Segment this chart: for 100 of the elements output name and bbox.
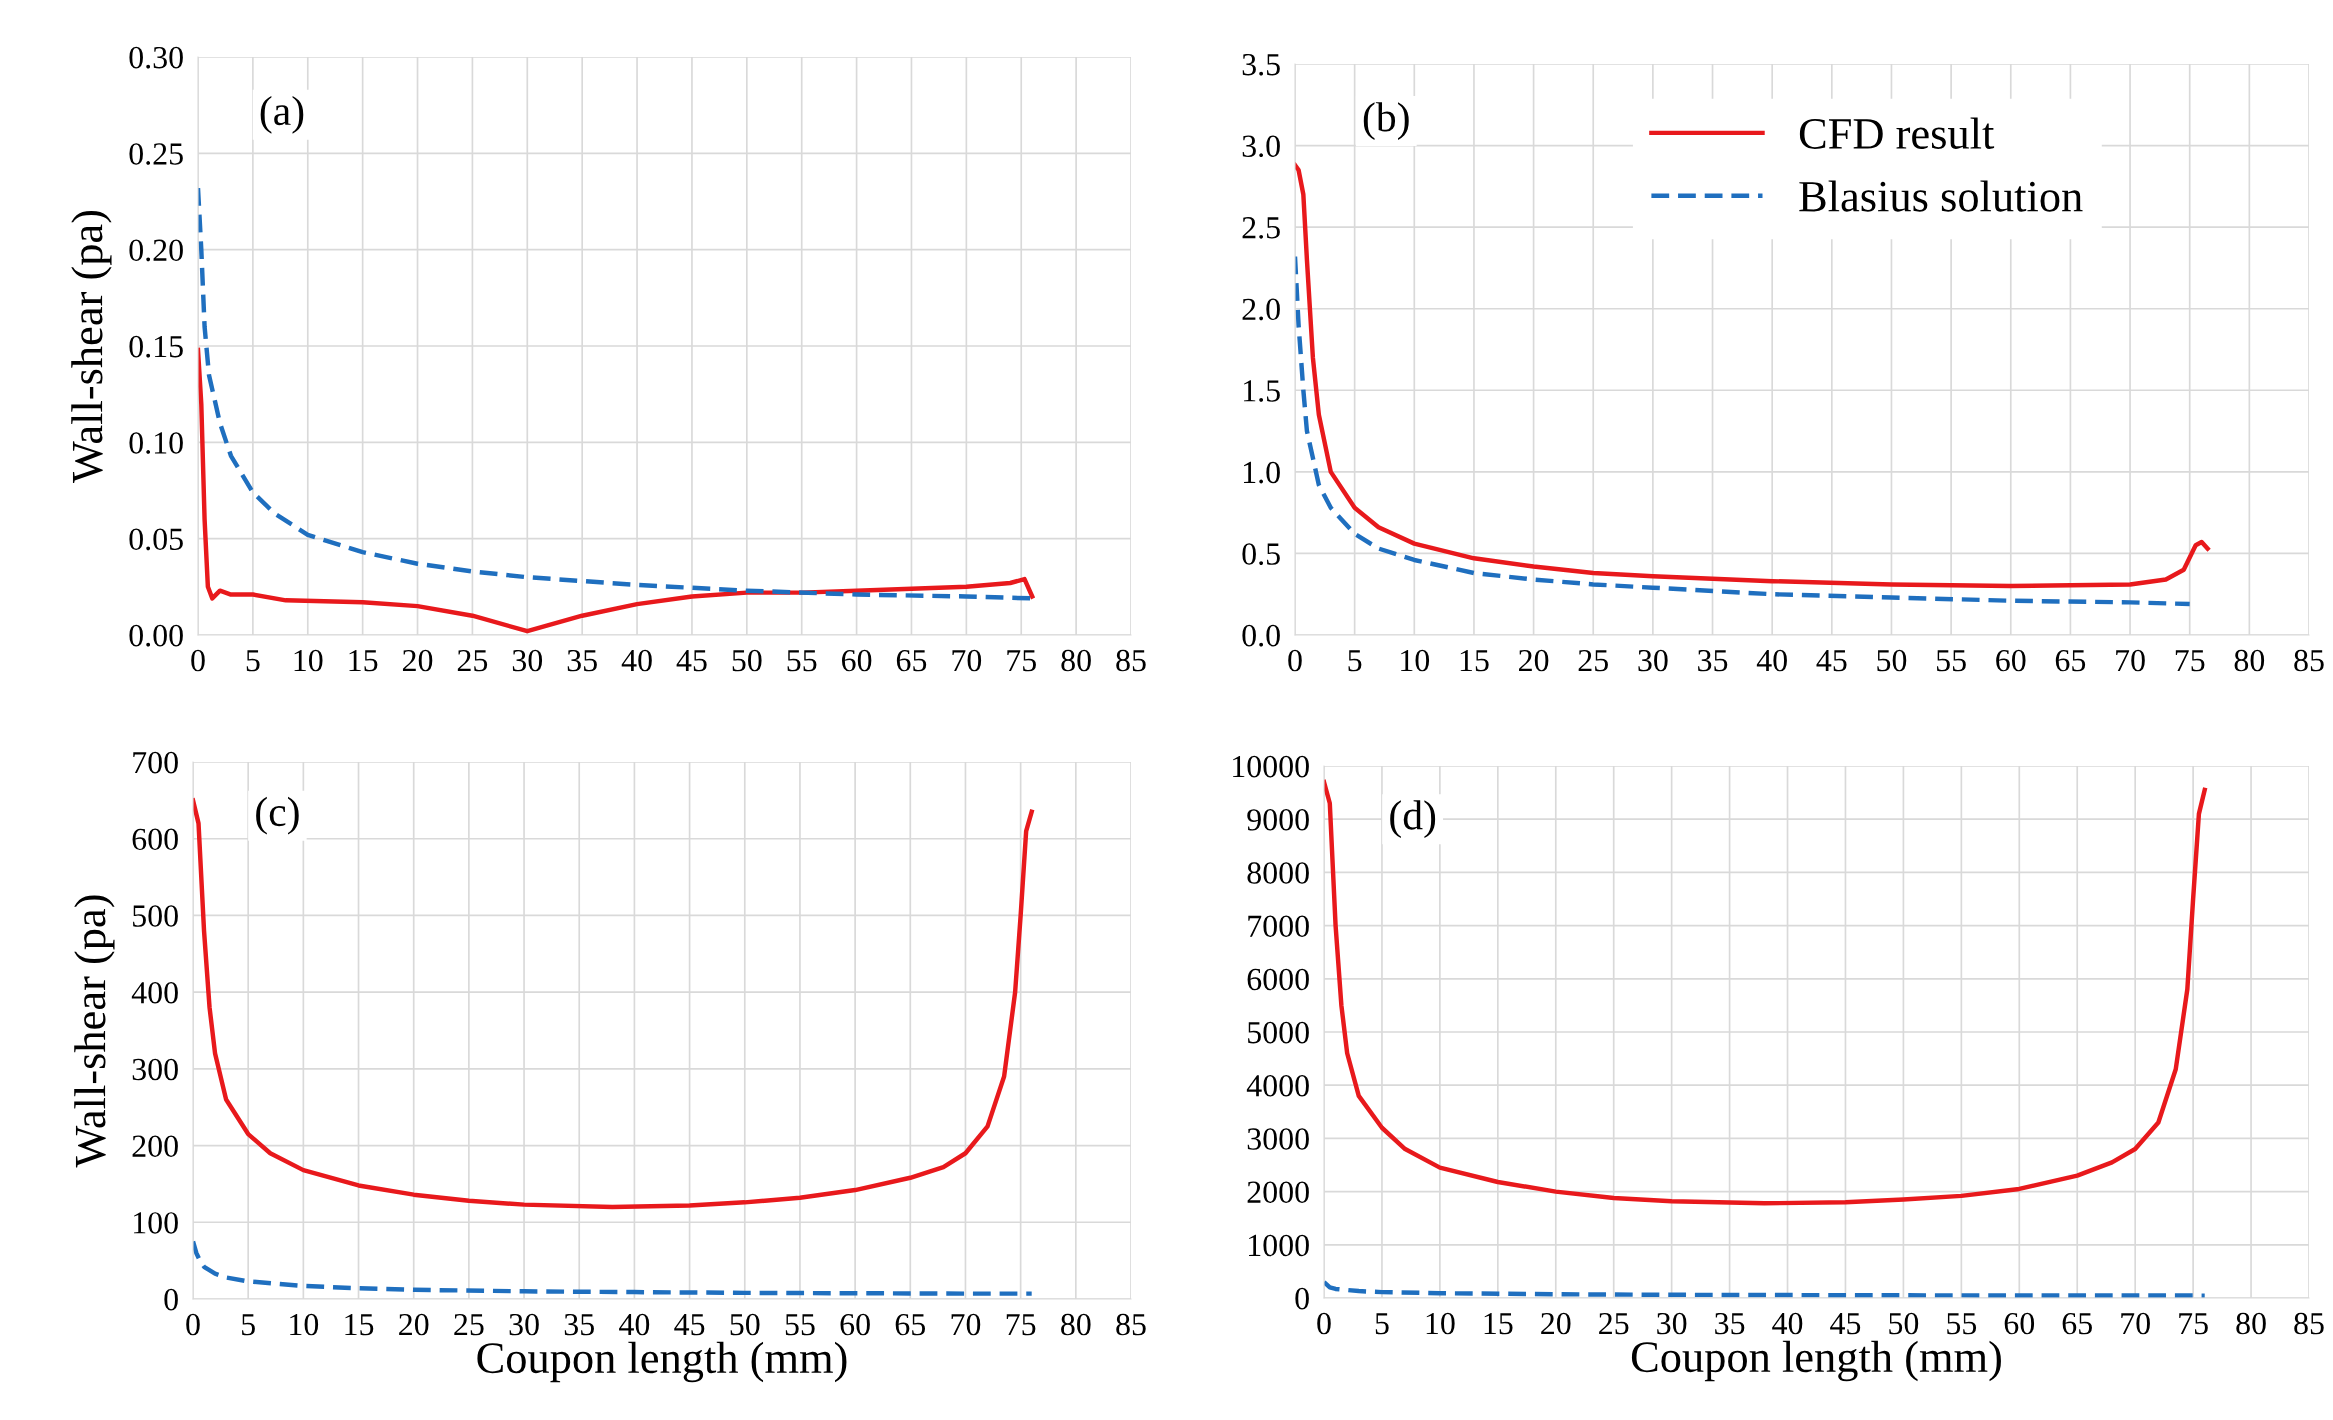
x-tick-label: 40 xyxy=(621,649,652,672)
x-tick-label: 45 xyxy=(676,650,707,672)
y-axis-title: Wall-shear (pa) xyxy=(71,210,112,483)
x-tick-label: 70 xyxy=(2116,649,2145,672)
x-tick-label: 25 xyxy=(457,649,488,672)
y-tick-label: 2.0 xyxy=(1242,298,1280,321)
y-tick-label: 9000 xyxy=(1247,809,1309,831)
annotation: (a) xyxy=(260,95,304,134)
x-tick-label: 85 xyxy=(1116,649,1146,672)
y-tick-label: 6000 xyxy=(1247,968,1309,991)
x-tick-label: 15 xyxy=(1484,1312,1513,1335)
y-tick-label: 0.30 xyxy=(129,46,183,69)
y-tick-label: 3.5 xyxy=(1242,53,1280,76)
x-tick-label: 45 xyxy=(1816,650,1847,672)
line-series xyxy=(1295,162,2210,589)
x-tick-label: 0 xyxy=(186,1313,200,1336)
x-tick-label: 45 xyxy=(674,1314,705,1336)
y-tick-label: 7000 xyxy=(1248,915,1309,937)
y-tick-label: 0.15 xyxy=(129,335,183,358)
x-tick-label: 55 xyxy=(1947,1313,1977,1335)
y-tick-label: 600 xyxy=(132,828,178,851)
x-tick-label: 60 xyxy=(840,1313,870,1336)
annotation: (b) xyxy=(1363,102,1409,140)
y-tick-label: 0.10 xyxy=(129,432,183,454)
x-tick-label: 10 xyxy=(290,1313,319,1336)
x-tick-label: 35 xyxy=(564,1313,594,1336)
line-series xyxy=(193,1239,1034,1296)
y-tick-label: 300 xyxy=(132,1058,178,1081)
x-tick-label: 0 xyxy=(191,649,205,672)
y-tick-label: 1.5 xyxy=(1243,380,1280,402)
y-tick-label: 10000 xyxy=(1233,755,1309,778)
line-series xyxy=(193,798,1034,1210)
x-tick-label: 45 xyxy=(1830,1313,1861,1335)
y-tick-label: 1000 xyxy=(1249,1234,1309,1257)
y-tick-label: 200 xyxy=(132,1135,178,1157)
x-tick-label: 30 xyxy=(512,649,543,672)
annotation: (c) xyxy=(256,796,299,835)
x-tick-label: 70 xyxy=(951,1313,981,1336)
x-tick-label: 50 xyxy=(732,649,762,672)
x-tick-label: 50 xyxy=(1877,649,1907,672)
x-tick-label: 20 xyxy=(399,1313,429,1336)
y-tick-label: 0.20 xyxy=(129,239,183,262)
x-tick-label: 15 xyxy=(1460,649,1489,672)
x-tick-label: 80 xyxy=(1061,1313,1091,1336)
x-tick-label: 5 xyxy=(246,650,260,672)
x-tick-label: 30 xyxy=(509,1313,539,1336)
y-tick-label: 400 xyxy=(131,981,178,1004)
y-tick-label: 100 xyxy=(134,1212,178,1234)
y-tick-label: 3.0 xyxy=(1242,135,1280,158)
x-tick-label: 85 xyxy=(2294,1312,2324,1335)
y-tick-label: 3000 xyxy=(1247,1128,1309,1150)
x-tick-label: 50 xyxy=(1889,1312,1919,1335)
line-series xyxy=(198,347,1035,634)
y-tick-label: 700 xyxy=(133,751,178,774)
x-tick-label: 60 xyxy=(1996,649,2026,672)
y-tick-label: 500 xyxy=(133,905,178,927)
x-tick-label: 85 xyxy=(1116,1313,1146,1336)
x-tick-label: 40 xyxy=(1772,1312,1803,1335)
x-tick-label: 75 xyxy=(1007,650,1036,672)
y-axis-title: Wall-shear (pa) xyxy=(74,895,115,1168)
x-tick-label: 80 xyxy=(2236,1312,2266,1335)
x-tick-label: 75 xyxy=(2175,650,2205,672)
x-tick-label: 10 xyxy=(1426,1312,1455,1335)
x-tick-label: 65 xyxy=(2055,649,2086,672)
x-tick-label: 60 xyxy=(841,649,872,672)
x-tick-label: 15 xyxy=(345,1313,374,1336)
annotation: (d) xyxy=(1390,800,1436,839)
x-tick-label: 75 xyxy=(2179,1313,2208,1335)
x-tick-label: 5 xyxy=(1375,1313,1389,1335)
line-series xyxy=(1295,254,2192,607)
x-tick-label: 30 xyxy=(1638,649,1668,672)
x-tick-label: 25 xyxy=(1578,649,1608,672)
y-tick-label: 0.00 xyxy=(129,624,183,647)
y-tick-label: 0 xyxy=(164,1288,178,1311)
y-tick-label: 8000 xyxy=(1247,862,1309,884)
line-series xyxy=(1324,779,2207,1206)
y-tick-label: 0.05 xyxy=(129,528,183,551)
y-tick-label: 0.25 xyxy=(129,143,183,165)
x-tick-label: 10 xyxy=(294,649,323,672)
x-tick-label: 55 xyxy=(787,650,817,672)
x-tick-label: 85 xyxy=(2294,649,2324,672)
x-tick-label: 70 xyxy=(952,649,982,672)
x-tick-label: 10 xyxy=(1401,649,1430,672)
x-tick-label: 65 xyxy=(895,1313,926,1336)
x-tick-label: 35 xyxy=(567,649,597,672)
x-tick-label: 50 xyxy=(730,1313,760,1336)
x-tick-label: 5 xyxy=(242,1314,255,1336)
x-tick-label: 15 xyxy=(349,649,378,672)
x-tick-label: 40 xyxy=(619,1313,650,1336)
x-tick-label: 25 xyxy=(1599,1312,1629,1335)
x-tick-label: 20 xyxy=(1519,649,1549,672)
y-tick-label: 0 xyxy=(1295,1287,1309,1310)
y-tick-label: 2.5 xyxy=(1242,217,1280,239)
x-tick-label: 20 xyxy=(402,649,433,672)
y-tick-label: 4000 xyxy=(1246,1075,1309,1097)
x-tick-label: 5 xyxy=(1348,650,1362,672)
x-tick-label: 65 xyxy=(2062,1312,2092,1335)
x-tick-label: 80 xyxy=(1061,649,1091,672)
x-tick-label: 0 xyxy=(1317,1312,1331,1335)
x-axis-title: Coupon length (mm) xyxy=(1631,1340,2001,1382)
